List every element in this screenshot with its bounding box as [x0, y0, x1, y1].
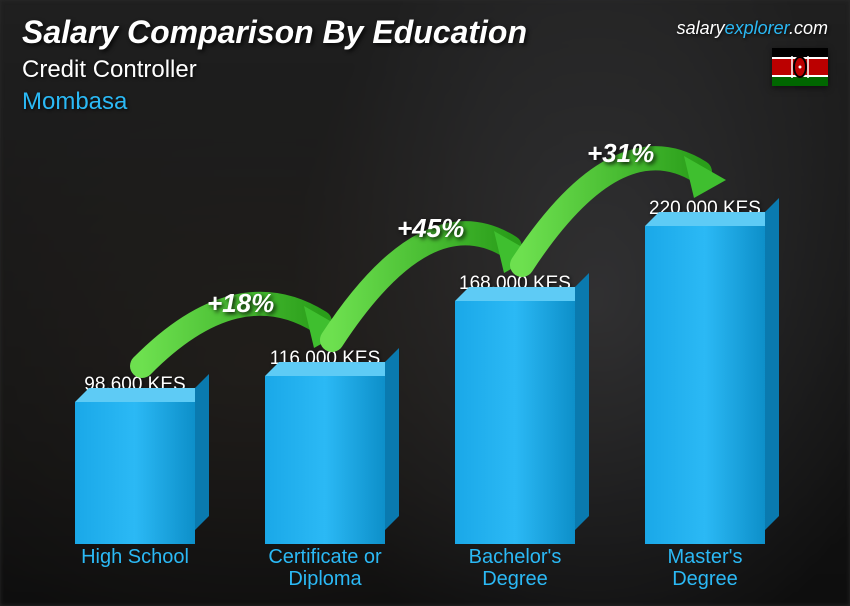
chart-container: Salary Comparison By Education Credit Co…	[0, 0, 850, 606]
increment-label: +18%	[207, 288, 274, 319]
bar-chart: 98,600 KES116,000 KES168,000 KES220,000 …	[40, 140, 800, 594]
location-label: Mombasa	[22, 88, 127, 116]
page-title: Salary Comparison By Education	[22, 14, 527, 51]
increment-label: +31%	[587, 138, 654, 169]
increment-label: +45%	[397, 213, 464, 244]
country-flag-icon	[772, 48, 828, 86]
brand-prefix: salary	[677, 18, 725, 38]
increment-arrows	[40, 140, 800, 594]
job-title: Credit Controller	[22, 56, 197, 84]
brand-tld: .com	[789, 18, 828, 38]
brand-logo: salaryexplorer.com	[677, 18, 828, 39]
location-text: Mombasa	[22, 88, 127, 115]
brand-suffix: explorer	[725, 18, 789, 38]
